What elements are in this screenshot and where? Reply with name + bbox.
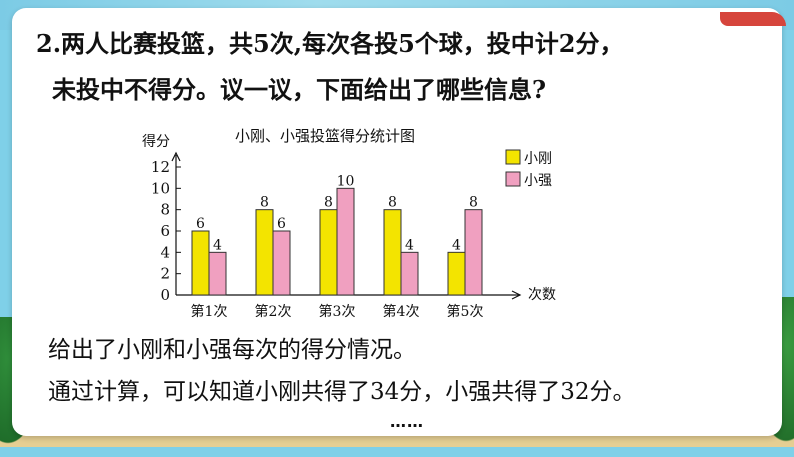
y-tick-label: 12 (151, 158, 170, 176)
bar-series1 (191, 230, 210, 296)
data-label: 4 (405, 237, 414, 253)
x-axis-label: 次数 (528, 287, 556, 303)
y-axis-label: 得分 (142, 133, 170, 150)
bar-series2 (464, 209, 483, 296)
x-axis-arrow (511, 290, 522, 300)
x-tick-label: 第4次 (383, 303, 420, 320)
data-label: 4 (213, 237, 222, 253)
data-label: 8 (324, 195, 333, 211)
y-tick-label: 2 (160, 265, 170, 283)
legend-swatch (505, 171, 521, 187)
data-label: 4 (452, 237, 461, 253)
data-label: 8 (388, 195, 397, 211)
bar-series2 (336, 187, 355, 296)
data-label: 8 (469, 195, 478, 211)
ellipsis: …… (390, 412, 424, 431)
question-line-1: 2.两人比赛投篮，共5次,每次各投5个球，投中计2分， (36, 29, 624, 58)
chart-title: 小刚、小强投篮得分统计图 (235, 128, 415, 145)
page-tab-decoration (720, 12, 786, 26)
x-tick-label: 第5次 (447, 303, 484, 320)
y-tick-label: 8 (160, 201, 170, 219)
x-tick-label: 第2次 (255, 303, 292, 320)
data-label: 10 (337, 173, 355, 189)
y-tick-label: 6 (160, 222, 170, 240)
legend-label: 小刚 (524, 151, 552, 167)
y-tick-label: 4 (160, 243, 170, 261)
slide-card: 2.两人比赛投篮，共5次,每次各投5个球，投中计2分， 未投中不得分。议一议，下… (12, 8, 786, 436)
legend-label: 小强 (524, 173, 552, 189)
bar-series2 (272, 230, 291, 296)
y-tick-label: 10 (151, 179, 170, 197)
bar-series2 (208, 251, 227, 296)
question-line-2: 未投中不得分。议一议，下面给出了哪些信息? (52, 75, 547, 104)
bar-series1 (447, 251, 466, 296)
info-line-2: 通过计算，可以知道小刚共得了34分，小强共得了32分。 (48, 379, 636, 405)
data-label: 8 (260, 195, 269, 211)
y-tick-label: 0 (160, 286, 170, 304)
y-axis-arrow (171, 151, 181, 162)
bar-series1 (255, 209, 274, 296)
bar-series1 (319, 209, 338, 296)
bar-series2 (400, 251, 419, 296)
x-tick-label: 第1次 (191, 303, 228, 320)
x-tick-label: 第3次 (319, 303, 356, 320)
info-line-1: 给出了小刚和小强每次的得分情况。 (48, 337, 416, 363)
bar-series1 (383, 209, 402, 296)
data-label: 6 (277, 216, 286, 232)
data-label: 6 (196, 216, 205, 232)
bar-chart: 小刚、小强投篮得分统计图得分次数02468101264第1次86第2次810第3… (142, 128, 556, 320)
legend-swatch (505, 149, 521, 165)
